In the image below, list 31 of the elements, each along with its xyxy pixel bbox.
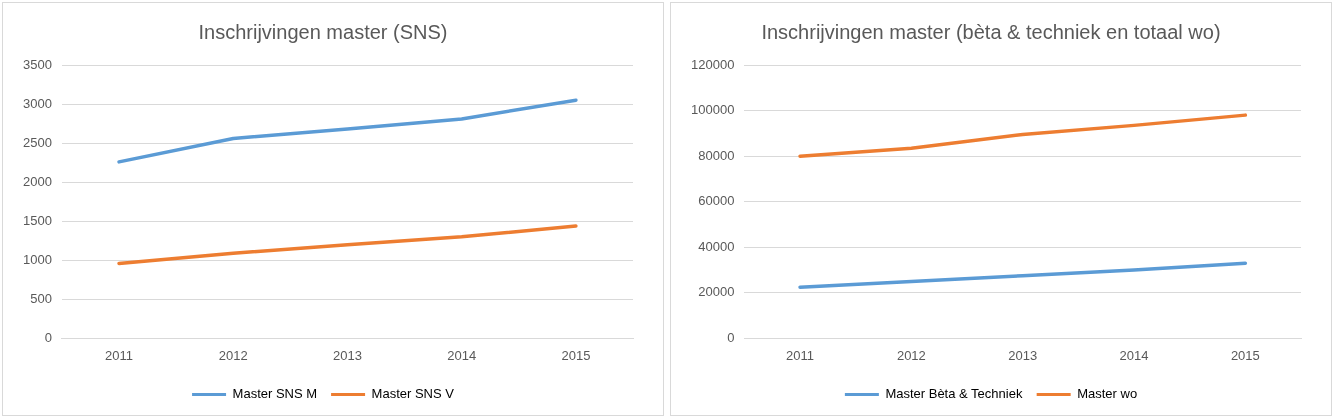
y-tick-label: 100000	[690, 102, 735, 118]
y-tick-label: 20000	[698, 284, 735, 300]
y-tick-label: 2000	[23, 173, 52, 189]
legend-label: Master SNS V	[371, 386, 455, 402]
y-tick-label: 3500	[23, 56, 52, 72]
chart-title: Inschrijvingen master (bèta & techniek en totaal wo)	[761, 20, 1221, 43]
y-tick-label: 80000	[698, 147, 735, 163]
chart-title: Inschrijvingen master (SNS)	[198, 20, 448, 43]
y-tick-label: 0	[44, 329, 52, 345]
legend-label: Master SNS M	[232, 386, 318, 402]
y-tick-label: 500	[30, 290, 52, 306]
x-tick-label: 2015	[561, 347, 591, 363]
x-tick-label: 2012	[896, 347, 926, 363]
x-tick-label: 2014	[1119, 347, 1149, 363]
x-tick-label: 2013	[333, 347, 362, 363]
y-tick-label: 3000	[23, 95, 52, 111]
x-tick-label: 2011	[786, 347, 815, 363]
x-tick-label: 2015	[1230, 347, 1260, 363]
y-tick-label: 0	[727, 329, 735, 345]
y-tick-label: 120000	[690, 56, 735, 72]
y-tick-label: 1000	[23, 251, 52, 267]
y-tick-label: 1500	[23, 212, 52, 228]
legend-label: Master Bèta & Techniek	[885, 386, 1023, 402]
y-tick-label: 2500	[23, 134, 52, 150]
legend-label: Master wo	[1077, 386, 1138, 402]
y-tick-label: 40000	[698, 238, 735, 254]
x-tick-label: 2011	[105, 347, 134, 363]
y-tick-label: 60000	[698, 193, 735, 209]
x-tick-label: 2014	[447, 347, 477, 363]
x-tick-label: 2013	[1008, 347, 1038, 363]
x-tick-label: 2012	[218, 347, 248, 363]
